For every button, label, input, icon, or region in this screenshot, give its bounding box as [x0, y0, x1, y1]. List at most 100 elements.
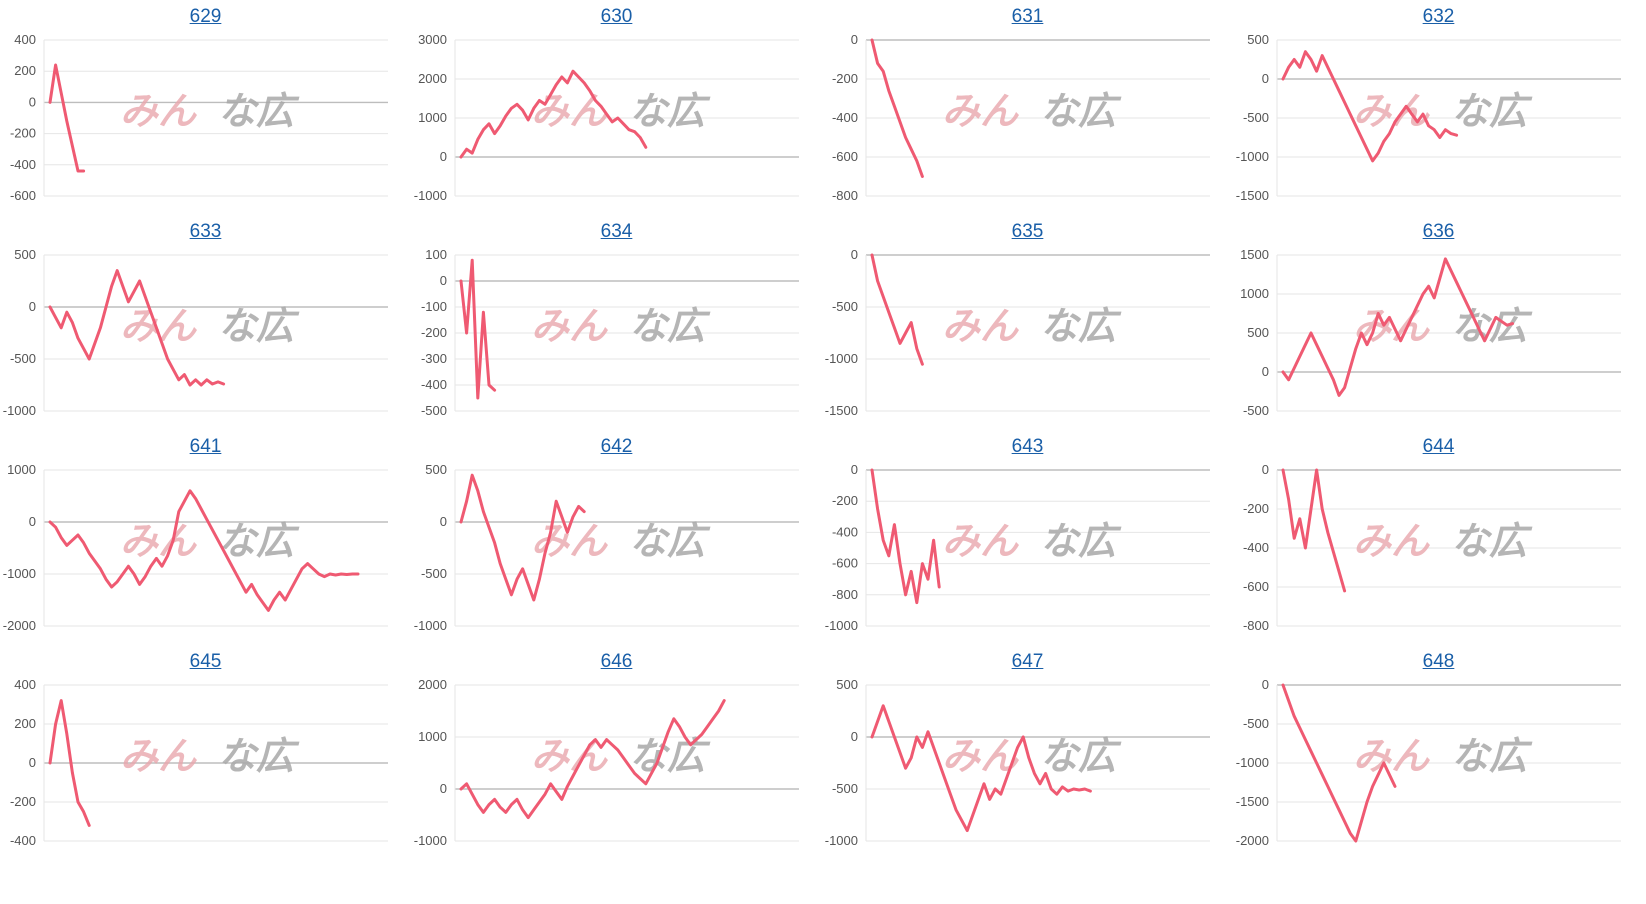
series-line [459, 69, 648, 159]
chart-title-link[interactable]: 629 [189, 6, 222, 27]
chart-panel: 646 2000 1000 0 -1000 みん な広 [411, 645, 822, 871]
y-tick-label: 0 [29, 755, 36, 770]
y-tick-label: -600 [832, 556, 858, 571]
y-tick-label: 1000 [418, 110, 447, 125]
y-tick-label: -500 [421, 403, 447, 418]
y-tick-label: 1000 [1240, 286, 1269, 301]
chart-panel: 645 400 200 0 -200 -400 みん な広 [0, 645, 411, 871]
y-tick-label: 0 [851, 462, 858, 477]
chart-title-link[interactable]: 635 [1011, 221, 1044, 242]
y-tick-label: -500 [832, 781, 858, 796]
y-tick-label: -800 [832, 188, 858, 203]
series-line [48, 699, 91, 827]
watermark-right: な広 [218, 734, 300, 778]
y-tick-label: -500 [1243, 403, 1269, 418]
y-tick-label: 0 [1262, 364, 1269, 379]
y-tick-label: -800 [1243, 618, 1269, 633]
y-tick-label: -600 [832, 149, 858, 164]
y-tick-label: 200 [14, 63, 36, 78]
y-tick-label: -1000 [414, 618, 447, 633]
y-tick-label: -1500 [1236, 794, 1269, 809]
watermark-left: みん [531, 89, 608, 133]
series-line [870, 38, 924, 178]
series-line [1281, 257, 1515, 397]
watermark-left: みん [942, 304, 1019, 348]
watermark-left: みん [1353, 519, 1430, 563]
watermark-right: な広 [629, 89, 711, 133]
y-tick-label: 500 [836, 677, 858, 692]
chart-panel: 643 0 -200 -400 -600 -800 -1000 みん な広 [822, 430, 1233, 656]
chart-title-link[interactable]: 646 [600, 651, 633, 672]
watermark-left: みん [942, 89, 1019, 133]
y-tick-label: -300 [421, 351, 447, 366]
y-tick-label: -400 [10, 157, 36, 172]
watermark-left: みん [120, 734, 197, 778]
y-tick-label: 2000 [418, 677, 447, 692]
series-line [1281, 468, 1347, 593]
chart-title-link[interactable]: 641 [189, 436, 222, 457]
watermark-left: みん [120, 304, 197, 348]
y-tick-label: 500 [14, 247, 36, 262]
y-tick-label: -800 [832, 587, 858, 602]
series-line [1281, 683, 1397, 843]
y-tick-label: 1000 [418, 729, 447, 744]
chart-title-link[interactable]: 647 [1011, 651, 1044, 672]
y-tick-label: -1000 [825, 833, 858, 848]
series-line [48, 63, 86, 173]
y-tick-label: 0 [440, 273, 447, 288]
series-line [459, 699, 726, 820]
y-tick-label: -1000 [3, 566, 36, 581]
chart-title-link[interactable]: 631 [1011, 6, 1044, 27]
chart-title-link[interactable]: 634 [600, 221, 633, 242]
y-tick-label: -200 [10, 126, 36, 141]
y-tick-label: -500 [832, 299, 858, 314]
watermark-right: な広 [629, 519, 711, 563]
y-tick-label: 500 [425, 462, 447, 477]
y-tick-label: -200 [832, 71, 858, 86]
chart-panel: 635 0 -500 -1000 -1500 みん な広 [822, 215, 1233, 441]
y-tick-label: 1000 [7, 462, 36, 477]
y-tick-label: -1500 [825, 403, 858, 418]
chart-panel: 632 500 0 -500 -1000 -1500 みん な広 [1233, 0, 1644, 226]
chart-panel: 642 500 0 -500 -1000 みん な広 [411, 430, 822, 656]
chart-title-link[interactable]: 644 [1422, 436, 1455, 457]
watermark-right: な広 [1040, 304, 1122, 348]
series-line [459, 258, 497, 400]
chart-panel: 648 0 -500 -1000 -1500 -2000 みん な広 [1233, 645, 1644, 871]
y-tick-label: 500 [1247, 325, 1269, 340]
chart-panel: 641 1000 0 -1000 -2000 みん な広 [0, 430, 411, 656]
chart-svg: 400 200 0 -200 -400 みん な広 [10, 677, 388, 848]
y-tick-label: 0 [29, 299, 36, 314]
series-line [870, 704, 1092, 833]
y-tick-label: 400 [14, 677, 36, 692]
y-tick-label: 0 [29, 94, 36, 109]
chart-title-link[interactable]: 642 [600, 436, 633, 457]
y-tick-label: 400 [14, 32, 36, 47]
y-tick-label: -2000 [1236, 833, 1269, 848]
chart-title-link[interactable]: 632 [1422, 6, 1455, 27]
watermark-right: な広 [1451, 734, 1533, 778]
y-tick-label: -600 [1243, 579, 1269, 594]
chart-panel: 629 400 200 0 -200 -400 -600 みん な広 [0, 0, 411, 226]
series-line [1281, 50, 1459, 163]
chart-title-link[interactable]: 645 [189, 651, 222, 672]
y-tick-label: -1000 [825, 618, 858, 633]
series-line [48, 269, 226, 387]
chart-title-link[interactable]: 643 [1011, 436, 1044, 457]
chart-svg: 400 200 0 -200 -400 -600 みん な広 [10, 32, 388, 203]
y-tick-label: -400 [421, 377, 447, 392]
chart-title-link[interactable]: 648 [1422, 651, 1455, 672]
watermark-left: みん [120, 89, 197, 133]
y-tick-label: 200 [14, 716, 36, 731]
chart-title-link[interactable]: 630 [600, 6, 633, 27]
chart-title-link[interactable]: 636 [1422, 221, 1455, 242]
chart-title-link[interactable]: 633 [189, 221, 222, 242]
y-tick-label: 0 [29, 514, 36, 529]
watermark-left: みん [1353, 734, 1430, 778]
y-tick-label: -500 [1243, 716, 1269, 731]
watermark-right: な広 [1451, 519, 1533, 563]
